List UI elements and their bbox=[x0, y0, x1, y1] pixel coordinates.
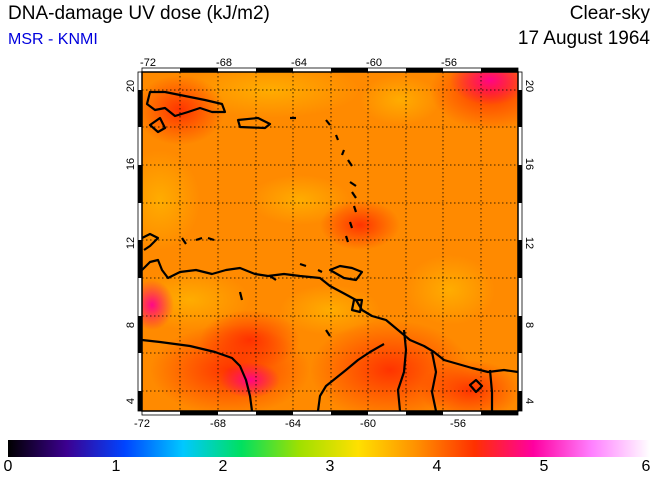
colorbar-label: 4 bbox=[432, 458, 442, 475]
colorbar-label: 0 bbox=[3, 458, 13, 475]
lon-tick-label: -56 bbox=[450, 418, 466, 430]
frame-ticks bbox=[137, 67, 523, 416]
lat-tick-label: 4 bbox=[523, 398, 535, 404]
graticule bbox=[142, 72, 518, 411]
lat-ticks-left: 4 8 12 16 20 bbox=[125, 80, 137, 404]
lon-tick-label: -72 bbox=[134, 418, 150, 430]
lat-tick-label: 20 bbox=[523, 80, 535, 92]
lat-tick-label: 8 bbox=[125, 322, 137, 328]
colorbar-label: 6 bbox=[641, 458, 651, 475]
lon-tick-label: -56 bbox=[441, 57, 457, 69]
lon-tick-label: -68 bbox=[210, 418, 226, 430]
lon-tick-label: -60 bbox=[360, 418, 376, 430]
lon-ticks-bottom: -72 -68 -64 -60 -56 bbox=[134, 418, 466, 430]
lat-tick-label: 8 bbox=[523, 322, 535, 328]
lat-tick-label: 12 bbox=[125, 237, 137, 249]
map-title: DNA-damage UV dose (kJ/m2) bbox=[8, 3, 270, 24]
colorbar-label: 1 bbox=[111, 458, 121, 475]
coastlines bbox=[141, 90, 519, 412]
lon-tick-label: -64 bbox=[285, 418, 301, 430]
colorbar-label: 3 bbox=[325, 458, 335, 475]
date-label: 17 August 1964 bbox=[517, 28, 650, 49]
sky-condition-label: Clear-sky bbox=[569, 3, 650, 24]
lat-tick-label: 16 bbox=[125, 158, 137, 170]
colorbar bbox=[8, 440, 650, 457]
lon-ticks-top: -72 -68 -64 -60 -56 bbox=[140, 57, 457, 69]
lon-tick-label: -72 bbox=[140, 57, 156, 69]
lat-tick-label: 12 bbox=[523, 237, 535, 249]
lat-tick-label: 20 bbox=[125, 80, 137, 92]
lon-tick-label: -60 bbox=[366, 57, 382, 69]
lon-tick-label: -64 bbox=[291, 57, 307, 69]
uv-dose-map: -72 -68 -64 -60 -56 -72 -68 -64 -60 -56 … bbox=[125, 57, 535, 430]
lon-tick-label: -68 bbox=[216, 57, 232, 69]
colorbar-label: 5 bbox=[539, 458, 549, 475]
lat-ticks-right: 4 8 12 16 20 bbox=[523, 80, 535, 404]
lat-tick-label: 16 bbox=[523, 158, 535, 170]
source-label: MSR - KNMI bbox=[8, 31, 98, 48]
uv-field bbox=[142, 72, 518, 411]
colorbar-label: 2 bbox=[218, 458, 228, 475]
lat-tick-label: 4 bbox=[125, 398, 137, 404]
